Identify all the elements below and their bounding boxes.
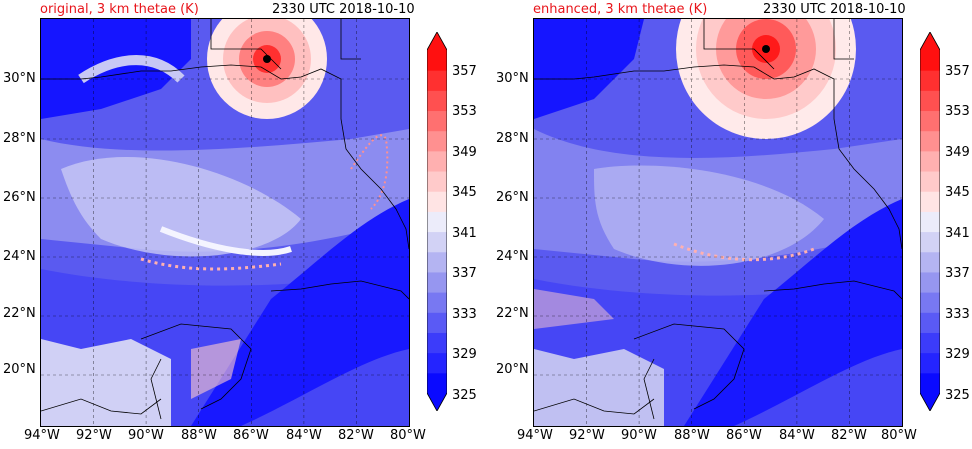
- colorbar-segment: [427, 332, 447, 354]
- colorbar-segment: [427, 251, 447, 273]
- colorbar-label: 345: [452, 185, 477, 200]
- colorbar-segment: [920, 150, 940, 172]
- lon-label: 94°W: [24, 428, 60, 443]
- colorbar-segment: [920, 231, 940, 253]
- lat-label: 30°N: [3, 71, 36, 86]
- lat-label: 22°N: [496, 306, 529, 321]
- colorbar-segment: [920, 50, 940, 71]
- colorbar-segment: [920, 130, 940, 152]
- storm-marker: [762, 45, 770, 53]
- colorbar-label: 325: [452, 388, 477, 403]
- colorbar-segment: [920, 352, 940, 374]
- colorbar-segment: [920, 372, 940, 394]
- colorbar-extend-min: [920, 393, 940, 411]
- panel-title: original, 3 km thetae (K): [40, 2, 199, 17]
- colorbar-segment: [920, 271, 940, 293]
- storm-marker: [263, 55, 271, 63]
- lon-label: 90°W: [128, 428, 164, 443]
- colorbar-label: 341: [452, 226, 477, 241]
- colorbar-segment: [427, 90, 447, 112]
- colorbar-label: 345: [945, 185, 970, 200]
- colorbar-segment: [427, 191, 447, 212]
- lat-label: 24°N: [3, 249, 36, 264]
- lon-label: 90°W: [621, 428, 657, 443]
- lon-label: 88°W: [181, 428, 217, 443]
- lat-label: 28°N: [3, 131, 36, 146]
- colorbar-label: 325: [945, 388, 970, 403]
- colorbar-segment: [427, 171, 447, 192]
- lon-label: 92°W: [76, 428, 112, 443]
- colorbar-segment: [427, 372, 447, 394]
- lat-label: 22°N: [3, 306, 36, 321]
- colorbar-label: 357: [945, 64, 970, 79]
- lat-label: 24°N: [496, 249, 529, 264]
- colorbar-segment: [920, 211, 940, 233]
- colorbar-segment: [427, 211, 447, 233]
- colorbar-segment: [920, 251, 940, 273]
- colorbar: [426, 31, 448, 412]
- colorbar-label: 353: [945, 104, 970, 119]
- colorbar-segment: [427, 352, 447, 374]
- colorbar-segment: [427, 271, 447, 293]
- colorbar-label: 349: [452, 145, 477, 160]
- lon-label: 82°W: [338, 428, 374, 443]
- panel-original: original, 3 km thetae (K) 2330 UTC 2018-…: [3, 2, 477, 443]
- colorbar-segment: [427, 130, 447, 152]
- panel-enhanced: enhanced, 3 km thetae (K) 2330 UTC 2018-…: [493, 0, 972, 449]
- lon-label: 82°W: [831, 428, 867, 443]
- colorbar-label: 333: [452, 307, 477, 322]
- lat-label: 20°N: [496, 362, 529, 377]
- colorbar-segment: [427, 231, 447, 253]
- lon-label: 94°W: [517, 428, 553, 443]
- colorbar-label: 329: [452, 347, 477, 362]
- colorbar-segment: [427, 50, 447, 71]
- colorbar-segment: [920, 70, 940, 91]
- colorbar-segment: [920, 90, 940, 112]
- colorbar-label: 353: [452, 104, 477, 119]
- lon-label: 80°W: [881, 428, 917, 443]
- colorbar-segment: [920, 292, 940, 313]
- panel-timestamp: 2330 UTC 2018-10-10: [272, 2, 415, 17]
- colorbar-segment: [920, 312, 940, 333]
- colorbar-segment: [427, 312, 447, 333]
- colorbar-label: 337: [945, 266, 970, 281]
- colorbar-segment: [427, 292, 447, 313]
- colorbar-label: 341: [945, 226, 970, 241]
- lat-label: 26°N: [496, 190, 529, 205]
- colorbar-segment: [427, 110, 447, 132]
- colorbar-segment: [427, 150, 447, 172]
- colorbar-segment: [920, 332, 940, 354]
- colorbar-label: 349: [945, 145, 970, 160]
- lat-label: 26°N: [3, 190, 36, 205]
- thetae-map: [533, 18, 903, 427]
- colorbar-extend-max: [427, 32, 447, 50]
- colorbar-segment: [920, 110, 940, 132]
- lon-label: 80°W: [390, 428, 426, 443]
- panel-timestamp: 2330 UTC 2018-10-10: [763, 2, 906, 17]
- lon-label: 84°W: [286, 428, 322, 443]
- lat-label: 20°N: [3, 362, 36, 377]
- lat-label: 30°N: [496, 71, 529, 86]
- colorbar-extend-min: [427, 393, 447, 411]
- lon-label: 86°W: [233, 428, 269, 443]
- colorbar-label: 357: [452, 64, 477, 79]
- thetae-map: [40, 18, 410, 427]
- lon-label: 84°W: [779, 428, 815, 443]
- colorbar-segment: [920, 171, 940, 192]
- lon-label: 86°W: [726, 428, 762, 443]
- lon-label: 88°W: [674, 428, 710, 443]
- colorbar-extend-max: [920, 32, 940, 50]
- lat-label: 28°N: [496, 131, 529, 146]
- colorbar-segment: [920, 191, 940, 212]
- lon-label: 92°W: [569, 428, 605, 443]
- panel-title: enhanced, 3 km thetae (K): [533, 2, 708, 17]
- colorbar-label: 337: [452, 266, 477, 281]
- colorbar-label: 333: [945, 307, 970, 322]
- colorbar: [919, 31, 941, 412]
- colorbar-label: 329: [945, 347, 970, 362]
- colorbar-segment: [427, 70, 447, 91]
